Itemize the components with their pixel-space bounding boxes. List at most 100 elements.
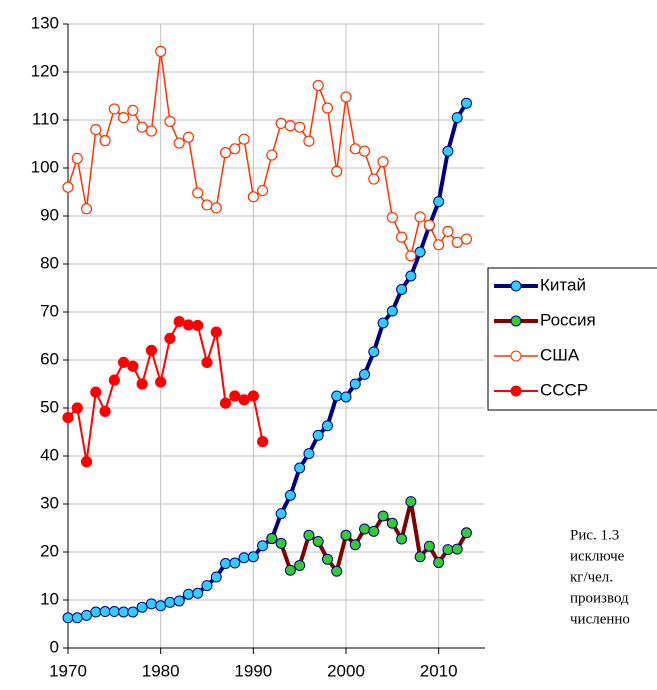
point <box>80 203 93 215</box>
point <box>182 131 195 143</box>
point <box>145 344 157 356</box>
point <box>247 551 259 563</box>
point <box>414 551 426 563</box>
point <box>238 552 250 564</box>
point <box>442 145 454 157</box>
y-tick-label: 50 <box>40 397 59 416</box>
legend-label: Китай <box>540 275 586 294</box>
point <box>192 319 204 332</box>
point <box>219 147 232 159</box>
point <box>377 156 389 168</box>
point <box>229 143 241 155</box>
point <box>220 558 232 570</box>
point <box>359 523 371 535</box>
point <box>377 510 389 522</box>
point <box>414 211 426 223</box>
point <box>386 517 398 529</box>
point <box>90 606 102 618</box>
point <box>312 429 324 441</box>
point <box>229 557 241 569</box>
point <box>173 316 185 328</box>
point <box>81 609 93 621</box>
point <box>155 600 167 612</box>
point <box>368 525 380 537</box>
point <box>414 246 426 258</box>
point <box>451 543 463 555</box>
point <box>201 199 213 211</box>
y-tick-label: 130 <box>31 13 59 32</box>
point <box>433 239 445 251</box>
point <box>210 202 222 214</box>
point <box>460 527 472 539</box>
point <box>275 508 287 520</box>
point <box>210 326 222 338</box>
point <box>136 378 148 390</box>
x-tick-label: 1970 <box>49 661 87 680</box>
caption-line: производ <box>570 590 629 606</box>
point <box>321 553 333 565</box>
point <box>294 121 306 133</box>
point <box>312 79 324 92</box>
point <box>210 571 222 583</box>
point <box>340 91 352 103</box>
y-tick-label: 40 <box>40 445 59 464</box>
point <box>423 540 435 552</box>
point <box>257 540 269 552</box>
point <box>99 135 111 147</box>
legend-label: США <box>540 345 580 364</box>
point <box>349 378 361 390</box>
point <box>275 117 287 129</box>
point <box>257 184 269 197</box>
point <box>284 564 296 576</box>
point <box>136 601 148 613</box>
x-tick-label: 2000 <box>327 661 365 680</box>
caption-line: численно <box>570 611 630 627</box>
point <box>127 104 139 117</box>
point <box>192 187 204 199</box>
point <box>247 390 259 402</box>
point <box>331 165 343 177</box>
point <box>71 402 83 414</box>
point <box>90 124 102 136</box>
point <box>127 360 139 372</box>
y-tick-label: 70 <box>40 301 59 320</box>
point <box>321 102 334 114</box>
point <box>219 397 232 409</box>
point <box>405 250 417 262</box>
point <box>201 356 213 368</box>
point <box>377 317 389 329</box>
legend-marker <box>510 385 522 397</box>
point <box>145 125 157 137</box>
point <box>331 565 343 577</box>
point <box>340 391 352 403</box>
point <box>451 236 463 248</box>
point <box>90 386 102 398</box>
point <box>303 448 315 460</box>
y-tick-label: 10 <box>40 589 59 608</box>
point <box>229 390 241 402</box>
x-tick-label: 1990 <box>234 661 272 680</box>
point <box>192 587 204 599</box>
legend-marker <box>510 315 522 327</box>
point <box>294 559 306 571</box>
y-tick-label: 20 <box>40 541 59 560</box>
point <box>442 544 454 556</box>
point <box>358 145 371 157</box>
point <box>266 149 278 161</box>
x-tick-label: 2010 <box>420 661 458 680</box>
point <box>155 376 167 388</box>
point <box>321 420 333 432</box>
point <box>108 374 120 386</box>
point <box>182 588 194 600</box>
point <box>62 612 74 624</box>
point <box>386 305 398 317</box>
point <box>117 111 130 124</box>
point <box>99 606 111 618</box>
point <box>460 233 473 245</box>
point <box>136 121 148 133</box>
y-tick-label: 120 <box>31 61 59 80</box>
point <box>71 612 83 624</box>
point <box>118 606 130 618</box>
point <box>247 191 259 203</box>
point <box>368 173 380 185</box>
